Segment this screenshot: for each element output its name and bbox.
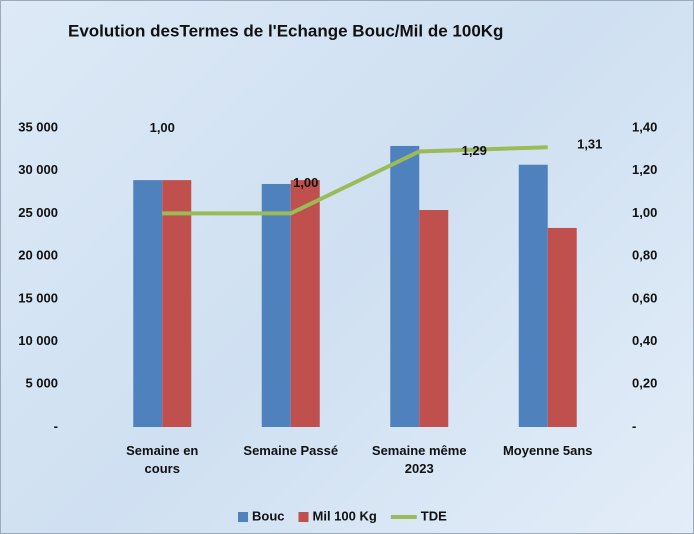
- bar: [547, 227, 577, 427]
- y-tick-label: 35 000: [18, 119, 58, 134]
- y-tick-label: 30 000: [18, 162, 58, 177]
- y2-tick-label: 0,60: [632, 290, 657, 305]
- legend-label: Mil 100 Kg: [313, 508, 377, 523]
- y-tick-label: 25 000: [18, 205, 58, 220]
- y-tick-label: 10 000: [18, 333, 58, 348]
- y2-tick-label: 0,80: [632, 248, 657, 263]
- y2-tick-label: 1,00: [632, 205, 657, 220]
- y-tick-label: 15 000: [18, 290, 58, 305]
- data-label: 1,00: [150, 120, 175, 135]
- bar: [390, 145, 420, 427]
- x-tick-label: Semaine en cours: [126, 443, 199, 476]
- y-tick-label: -: [54, 418, 58, 433]
- bar: [419, 210, 449, 427]
- bar: [133, 180, 163, 427]
- x-tick-label: Moyenne 5ans: [502, 443, 593, 458]
- y2-tick-label: 1,20: [632, 162, 657, 177]
- y2-tick-label: 1,40: [632, 119, 657, 134]
- x-tick-label: Semaine Passé: [243, 443, 339, 458]
- line: [162, 145, 548, 216]
- y-tick-label: 20 000: [18, 248, 58, 263]
- chart-title: Evolution desTermes de l'Echange Bouc/Mi…: [68, 21, 503, 40]
- y-tick-label: 5 000: [25, 376, 58, 391]
- data-label: 1,31: [577, 137, 602, 152]
- legend-label: Bouc: [252, 508, 285, 523]
- legend-swatch: [298, 512, 309, 522]
- legend-label: TDE: [421, 508, 447, 523]
- bar: [162, 180, 192, 427]
- legend-swatch: [238, 512, 248, 522]
- y2-tick-label: 0,40: [632, 333, 657, 348]
- data-label: 1,00: [293, 175, 318, 190]
- data-label: 1,29: [462, 143, 487, 158]
- x-tick-label: Semaine même 2023: [371, 443, 467, 476]
- bar: [290, 180, 320, 427]
- bar: [261, 183, 291, 427]
- y2-tick-label: 0,20: [632, 376, 657, 391]
- y2-tick-label: -: [632, 418, 636, 433]
- bar: [518, 164, 548, 427]
